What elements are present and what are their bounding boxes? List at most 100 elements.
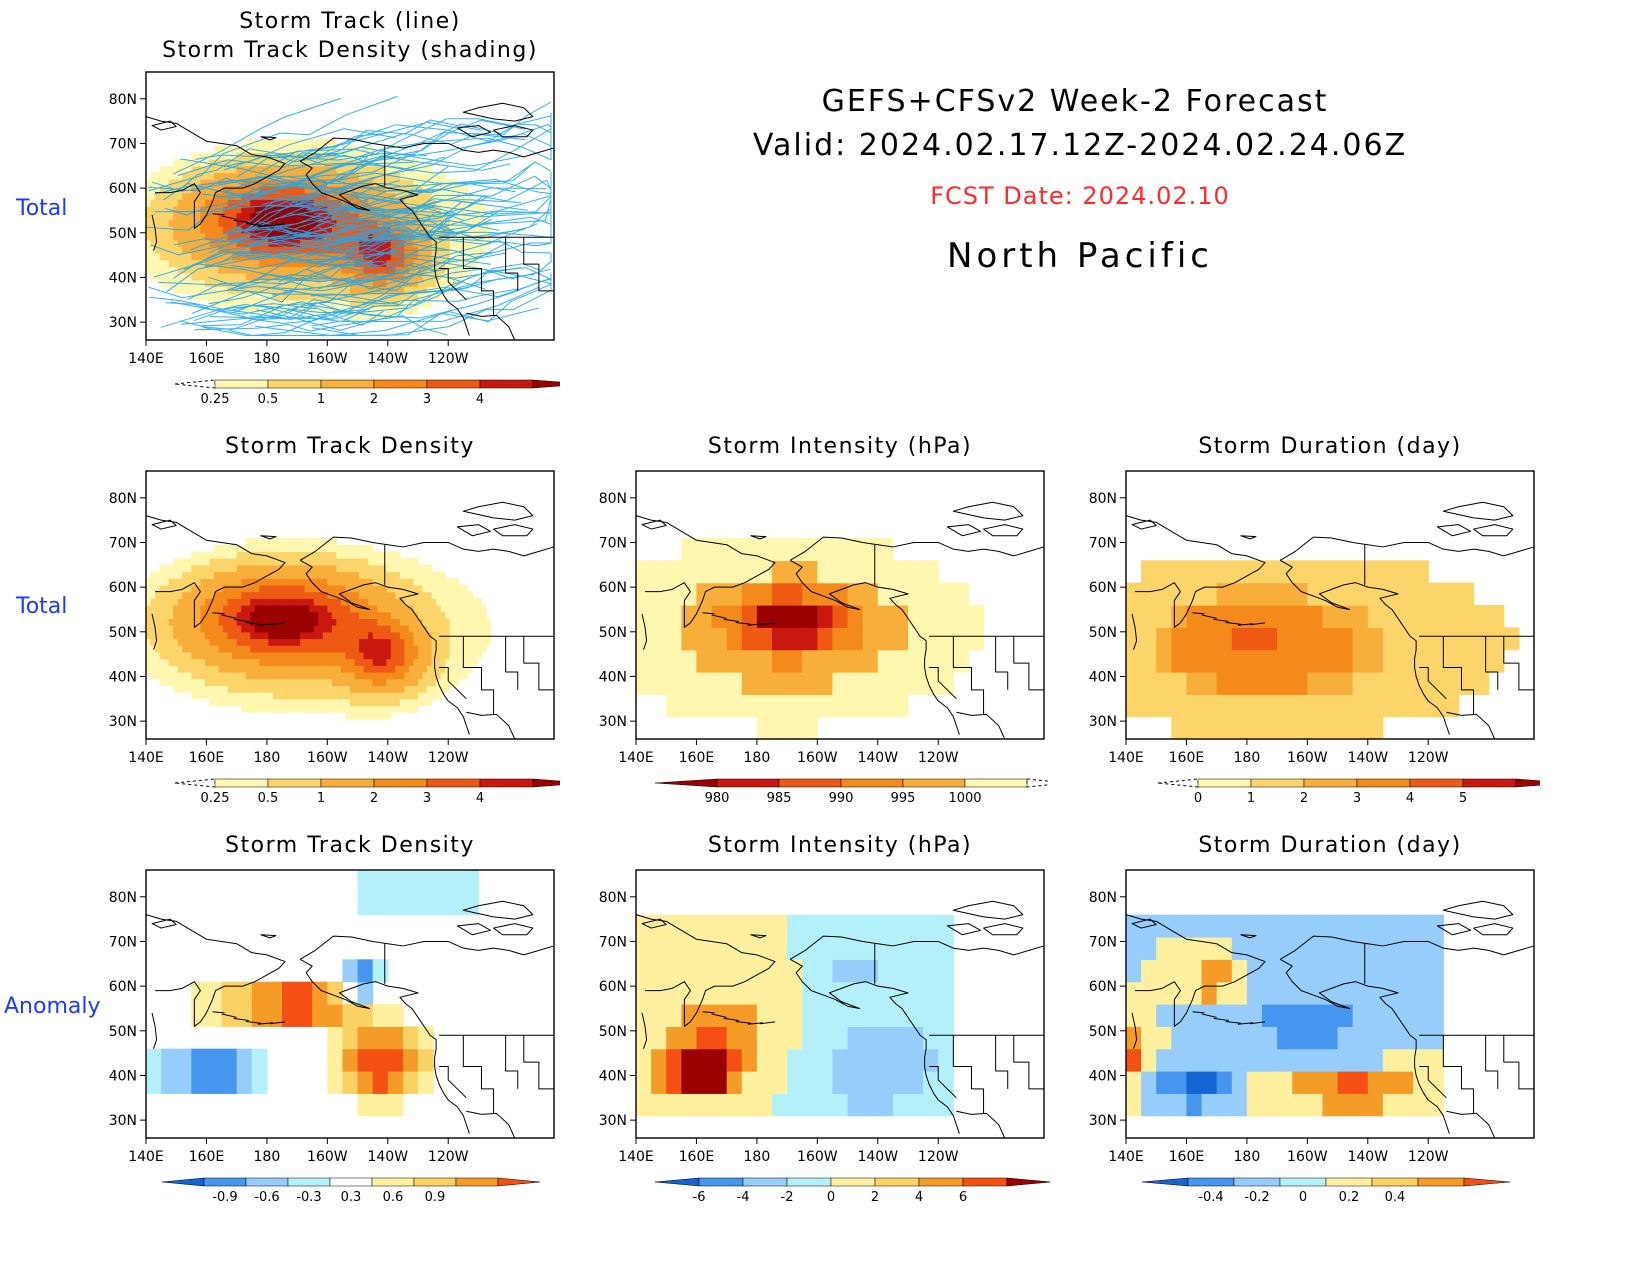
colorbar-segment bbox=[373, 778, 428, 788]
panel7-duration-anomaly-map: 30N 40N 50N 60N 70N 80N 140E 160E 180 160W 140W 120… bbox=[1089, 869, 1535, 1164]
colorbar-segment bbox=[654, 778, 718, 788]
row-label-total-top: Total bbox=[16, 196, 68, 221]
lat-tick-label: 60N bbox=[599, 580, 627, 596]
panel2-title: Storm Track Density bbox=[225, 434, 475, 459]
colorbar-label: 990 bbox=[829, 791, 854, 806]
lat-tick-label: 60N bbox=[599, 979, 627, 995]
lat-tick-label: 50N bbox=[1089, 625, 1117, 641]
lon-tick-label: 180 bbox=[254, 351, 281, 366]
colorbar-segment bbox=[426, 778, 481, 788]
colorbar-label: 4 bbox=[1406, 791, 1414, 806]
lon-tick-label: 180 bbox=[1234, 750, 1261, 765]
lon-tick-label: 140W bbox=[367, 750, 408, 765]
lon-tick-label: 120W bbox=[1408, 1149, 1449, 1164]
anomaly-field bbox=[146, 870, 480, 1117]
colorbar-segment bbox=[1279, 1177, 1327, 1187]
coastline bbox=[635, 501, 1045, 740]
colorbar-label: 0.5 bbox=[258, 392, 279, 407]
colorbar-label: 980 bbox=[705, 791, 730, 806]
lon-tick-label: 120W bbox=[428, 750, 469, 765]
lat-tick-label: 40N bbox=[109, 1068, 137, 1084]
panel5-colorbar: -0.9 -0.6 -0.3 0.3 0.6 0.9 bbox=[161, 1177, 541, 1205]
density-field bbox=[146, 538, 492, 720]
lat-tick-label: 80N bbox=[109, 491, 137, 507]
panel2-colorbar: 0.25 0.5 1 2 3 4 bbox=[174, 778, 560, 806]
forecast-date: FCST Date: 2024.02.10 bbox=[930, 182, 1230, 210]
coastline bbox=[635, 900, 1045, 1139]
lat-tick-label: 80N bbox=[109, 92, 137, 108]
colorbar-segment bbox=[1233, 1177, 1281, 1187]
colorbar-segment bbox=[742, 1177, 788, 1187]
colorbar-segment bbox=[962, 1177, 1008, 1187]
lat-tick-label: 40N bbox=[109, 270, 137, 286]
lat-tick-label: 30N bbox=[599, 1113, 627, 1129]
lat-tick-label: 40N bbox=[1089, 1068, 1117, 1084]
colorbar-label: -4 bbox=[737, 1190, 750, 1205]
colorbar-label: 0.3 bbox=[341, 1190, 362, 1205]
colorbar-label: 2 bbox=[871, 1190, 879, 1205]
lon-tick-label: 160W bbox=[1287, 750, 1328, 765]
colorbar-label: 985 bbox=[767, 791, 792, 806]
colorbar-segment bbox=[413, 1177, 457, 1187]
lat-tick-label: 70N bbox=[1089, 934, 1117, 950]
plot-frame bbox=[145, 470, 555, 740]
colorbar-segment bbox=[497, 1177, 541, 1187]
lon-tick-label: 160E bbox=[189, 351, 225, 366]
colorbar-label: 3 bbox=[423, 392, 431, 407]
lat-tick-label: 60N bbox=[1089, 979, 1117, 995]
lat-tick-label: 50N bbox=[109, 625, 137, 641]
colorbar-segment bbox=[964, 778, 1028, 788]
coastline bbox=[145, 102, 555, 341]
lat-tick-label: 30N bbox=[599, 714, 627, 730]
colorbar-segment bbox=[1325, 1177, 1373, 1187]
lon-tick-label: 120W bbox=[428, 351, 469, 366]
colorbar-segment bbox=[479, 379, 534, 389]
colorbar-label: 0.9 bbox=[425, 1190, 446, 1205]
colorbar-segment bbox=[902, 778, 966, 788]
lat-tick-label: 30N bbox=[109, 1113, 137, 1129]
lon-tick-label: 140W bbox=[367, 1149, 408, 1164]
lon-tick-label: 180 bbox=[744, 1149, 771, 1164]
colorbar-label: -0.4 bbox=[1198, 1190, 1223, 1205]
colorbar-label: 1000 bbox=[948, 791, 981, 806]
colorbar-label: 3 bbox=[1353, 791, 1361, 806]
colorbar-segment bbox=[1462, 778, 1517, 788]
lon-tick-label: 140E bbox=[128, 351, 164, 366]
lon-tick-label: 140E bbox=[128, 1149, 164, 1164]
region-title: North Pacific bbox=[947, 236, 1213, 276]
colorbar-segment bbox=[320, 778, 375, 788]
colorbar-label: 0 bbox=[1299, 1190, 1307, 1205]
lat-tick-label: 70N bbox=[599, 934, 627, 950]
lon-tick-label: 140W bbox=[1347, 750, 1388, 765]
panel1-storm-track-map: 30N 40N 50N 60N 70N 80N 140E 160E 180 160W 140W 120… bbox=[109, 71, 555, 366]
colorbar-segment bbox=[1409, 778, 1464, 788]
lat-tick-label: 50N bbox=[109, 226, 137, 242]
panel3-colorbar: 980 985 990 995 1000 bbox=[654, 778, 1050, 806]
colorbar-segment bbox=[245, 1177, 289, 1187]
plot-frame bbox=[1125, 869, 1535, 1139]
colorbar-label: 4 bbox=[476, 392, 484, 407]
colorbar-segment bbox=[532, 379, 560, 389]
colorbar-label: -2 bbox=[781, 1190, 794, 1205]
colorbar-label: 6 bbox=[959, 1190, 967, 1205]
lon-tick-label: 120W bbox=[918, 750, 959, 765]
colorbar-segment bbox=[874, 1177, 920, 1187]
lon-tick-label: 160W bbox=[797, 750, 838, 765]
colorbar-label: -0.6 bbox=[254, 1190, 279, 1205]
panel1-colorbar: 0.25 0.5 1 2 3 4 bbox=[174, 379, 560, 407]
lon-tick-label: 160W bbox=[1287, 1149, 1328, 1164]
panel7-title: Storm Duration (day) bbox=[1198, 833, 1462, 858]
panel1-title-line2: Storm Track Density (shading) bbox=[162, 38, 538, 63]
colorbar-min-arrow bbox=[1157, 778, 1199, 788]
plot-frame bbox=[145, 71, 555, 341]
lat-tick-label: 70N bbox=[1089, 535, 1117, 551]
panel4-duration-map: 30N 40N 50N 60N 70N 80N 140E 160E 180 160W 140W 120… bbox=[1089, 470, 1535, 765]
lat-tick-label: 50N bbox=[109, 1024, 137, 1040]
panel6-intensity-anomaly-map: 30N 40N 50N 60N 70N 80N 140E 160E 180 160W 140W 120… bbox=[599, 869, 1045, 1164]
lon-tick-label: 120W bbox=[918, 1149, 959, 1164]
colorbar-label: 2 bbox=[1300, 791, 1308, 806]
valid-period: Valid: 2024.02.17.12Z-2024.02.24.06Z bbox=[752, 128, 1408, 163]
colorbar-max-arrow bbox=[1026, 778, 1050, 788]
colorbar-min-arrow bbox=[174, 778, 216, 788]
colorbar-min-arrow bbox=[174, 379, 216, 389]
